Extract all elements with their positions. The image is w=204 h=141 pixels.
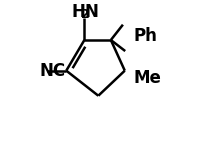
Text: Ph: Ph <box>132 27 156 45</box>
Text: Me: Me <box>132 69 160 87</box>
Text: 2: 2 <box>80 8 89 21</box>
Text: H: H <box>72 3 85 21</box>
Text: NC: NC <box>40 62 66 80</box>
Text: N: N <box>84 3 98 21</box>
